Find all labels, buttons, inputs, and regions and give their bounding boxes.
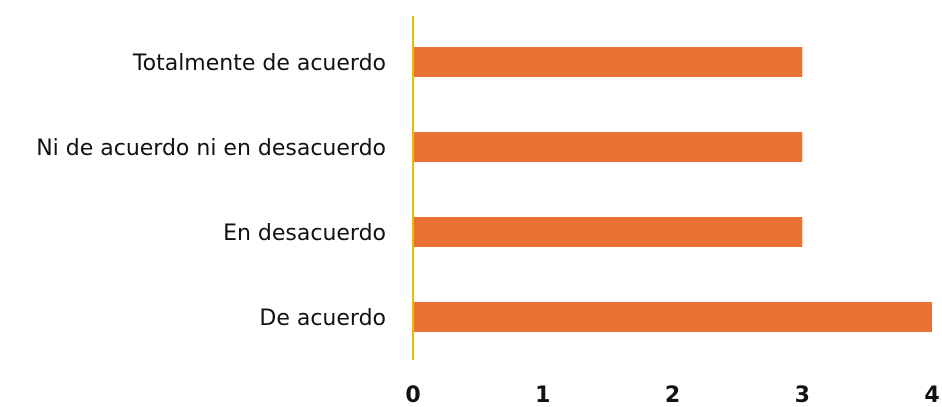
- category-label-3: En desacuerdo: [223, 221, 386, 246]
- category-label-1: Totalmente de acuerdo: [132, 51, 386, 76]
- x-tick-label-2: 2: [665, 383, 680, 407]
- bar-3: [413, 217, 803, 247]
- bar-4: [413, 302, 932, 332]
- category-label-4: De acuerdo: [259, 306, 386, 331]
- x-tick-label-4: 4: [924, 383, 939, 407]
- bar-1: [413, 47, 803, 77]
- x-tick-label-0: 0: [405, 383, 420, 407]
- x-tick-labels: 0 1 2 3 4: [405, 383, 939, 407]
- bar-2: [413, 132, 803, 162]
- category-labels: Totalmente de acuerdo Ni de acuerdo ni en…: [36, 51, 386, 331]
- bar-series: [413, 47, 932, 332]
- category-label-2: Ni de acuerdo ni en desacuerdo: [36, 136, 386, 161]
- x-tick-label-3: 3: [795, 383, 810, 407]
- x-tick-label-1: 1: [535, 383, 550, 407]
